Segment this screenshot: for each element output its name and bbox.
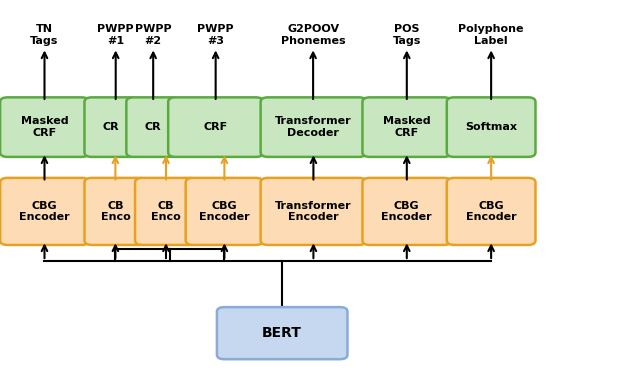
Text: CB
Enco: CB Enco bbox=[100, 201, 130, 222]
FancyBboxPatch shape bbox=[447, 178, 536, 245]
FancyBboxPatch shape bbox=[168, 97, 263, 157]
Text: Masked
CRF: Masked CRF bbox=[383, 116, 431, 138]
Text: CR: CR bbox=[144, 122, 161, 132]
FancyBboxPatch shape bbox=[85, 97, 137, 157]
Text: CR: CR bbox=[102, 122, 119, 132]
Text: TN
Tags: TN Tags bbox=[30, 24, 58, 45]
Text: PWPP
#2: PWPP #2 bbox=[135, 24, 171, 45]
FancyBboxPatch shape bbox=[0, 97, 89, 157]
FancyBboxPatch shape bbox=[261, 178, 366, 245]
FancyBboxPatch shape bbox=[126, 97, 179, 157]
FancyBboxPatch shape bbox=[0, 178, 89, 245]
Text: PWPP
#1: PWPP #1 bbox=[97, 24, 134, 45]
Text: Masked
CRF: Masked CRF bbox=[21, 116, 68, 138]
Text: CRF: CRF bbox=[203, 122, 228, 132]
FancyBboxPatch shape bbox=[135, 178, 197, 245]
Text: BERT: BERT bbox=[263, 326, 302, 340]
Text: Polyphone
Label: Polyphone Label bbox=[458, 24, 524, 45]
FancyBboxPatch shape bbox=[217, 307, 347, 359]
Text: CBG
Encoder: CBG Encoder bbox=[466, 201, 516, 222]
Text: POS
Tags: POS Tags bbox=[392, 24, 421, 45]
FancyBboxPatch shape bbox=[186, 178, 263, 245]
Text: CBG
Encoder: CBG Encoder bbox=[381, 201, 432, 222]
FancyBboxPatch shape bbox=[447, 97, 536, 157]
Text: Transformer
Decoder: Transformer Decoder bbox=[275, 116, 352, 138]
FancyBboxPatch shape bbox=[261, 97, 366, 157]
Text: CBG
Encoder: CBG Encoder bbox=[19, 201, 70, 222]
FancyBboxPatch shape bbox=[362, 97, 451, 157]
Text: G2POOV
Phonemes: G2POOV Phonemes bbox=[281, 24, 345, 45]
FancyBboxPatch shape bbox=[85, 178, 146, 245]
Text: Transformer
Encoder: Transformer Encoder bbox=[275, 201, 352, 222]
Text: CB
Enco: CB Enco bbox=[151, 201, 181, 222]
Text: Softmax: Softmax bbox=[465, 122, 517, 132]
FancyBboxPatch shape bbox=[362, 178, 451, 245]
Text: PWPP
#3: PWPP #3 bbox=[197, 24, 234, 45]
Text: CBG
Encoder: CBG Encoder bbox=[199, 201, 250, 222]
